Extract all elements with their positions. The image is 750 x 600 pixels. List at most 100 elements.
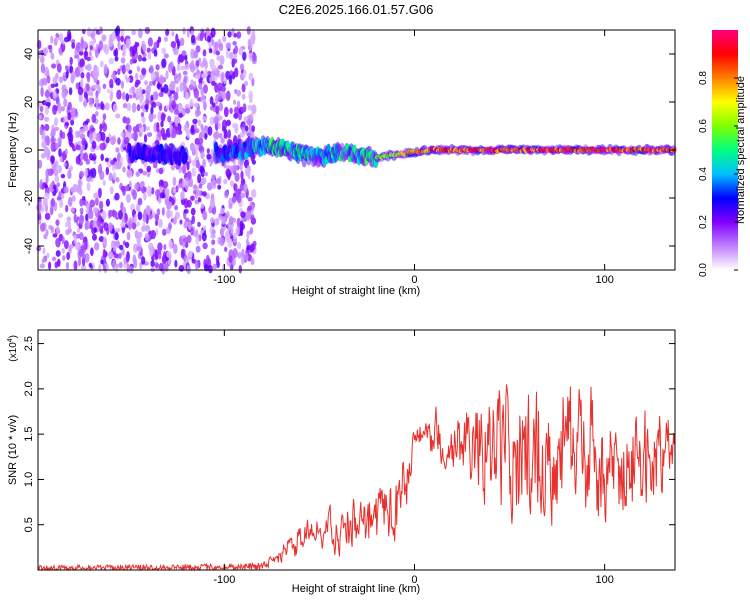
heatmap-cell xyxy=(69,142,75,148)
heatmap-cell xyxy=(171,128,177,139)
heatmap-cell xyxy=(223,106,229,118)
heatmap-cell xyxy=(43,47,49,55)
heatmap-cell xyxy=(251,53,257,62)
heatmap-cell xyxy=(202,210,208,221)
spectrogram-ticks: -100 0 100 -40 -20 0 20 40 xyxy=(23,30,675,286)
heatmap-cell xyxy=(237,241,242,250)
heatmap-cell xyxy=(182,237,189,243)
heatmap-cell xyxy=(84,252,90,263)
heatmap-cell xyxy=(218,102,224,112)
heatmap-cell xyxy=(46,75,51,84)
heatmap-cell xyxy=(42,197,48,208)
heatmap-cell xyxy=(197,197,202,203)
heatmap-cell xyxy=(70,119,75,126)
heatmap-cell xyxy=(79,128,85,134)
heatmap-cell xyxy=(128,180,132,188)
heatmap-cell xyxy=(184,107,191,114)
heatmap-cell xyxy=(225,48,231,59)
heatmap-cell xyxy=(219,55,225,66)
heatmap-cell xyxy=(232,41,237,46)
heatmap-cell xyxy=(133,213,137,224)
heatmap-cell xyxy=(181,248,186,257)
heatmap-cell xyxy=(64,160,69,170)
heatmap-cell xyxy=(201,232,207,242)
heatmap-cell xyxy=(168,99,173,110)
heatmap-cell xyxy=(50,35,54,44)
heatmap-cell xyxy=(228,216,234,225)
heatmap-cell xyxy=(151,101,157,108)
heatmap-cell xyxy=(234,45,238,54)
heatmap-cell xyxy=(232,248,238,258)
heatmap-cell xyxy=(39,223,46,232)
heatmap-cell xyxy=(54,117,58,127)
heatmap-cell xyxy=(222,35,227,43)
heatmap-cell xyxy=(125,77,131,83)
heatmap-cell xyxy=(236,89,242,97)
heatmap-cell xyxy=(50,155,55,165)
heatmap-cell xyxy=(83,124,89,132)
heatmap-cell xyxy=(125,117,131,125)
heatmap-cell xyxy=(77,86,84,96)
heatmap-cell xyxy=(200,151,205,160)
heatmap-cell xyxy=(241,123,246,128)
heatmap-cell xyxy=(88,209,94,220)
x-tick-label: 100 xyxy=(595,574,613,586)
heatmap-cell xyxy=(233,183,237,192)
colorbar-gradient xyxy=(712,30,738,270)
heatmap-cell xyxy=(186,220,192,228)
heatmap-cell xyxy=(102,180,106,186)
heatmap-cell xyxy=(141,186,147,194)
heatmap-cell xyxy=(55,219,60,226)
heatmap-cell xyxy=(127,124,132,133)
heatmap-cell xyxy=(41,184,45,190)
heatmap-cell xyxy=(134,82,139,88)
heatmap-cell xyxy=(216,178,222,185)
heatmap-cell xyxy=(158,74,165,85)
heatmap-cell xyxy=(233,52,238,59)
heatmap-cell xyxy=(183,75,188,83)
heatmap-cell xyxy=(70,107,76,118)
heatmap-cell xyxy=(134,182,140,191)
heatmap-cell xyxy=(61,247,65,254)
heatmap-cell xyxy=(228,74,233,85)
heatmap-cell xyxy=(77,178,82,187)
heatmap-cell xyxy=(128,88,133,94)
heatmap-cell xyxy=(247,205,253,212)
colorbar-ticks: 0.0 0.2 0.4 0.6 0.8 xyxy=(698,71,738,277)
heatmap-cell xyxy=(104,102,110,111)
y-tick-label: 1.5 xyxy=(23,427,35,442)
y-tick-label: -40 xyxy=(23,238,35,254)
heatmap-cell xyxy=(242,183,248,194)
heatmap-cell xyxy=(173,243,178,254)
heatmap-cell xyxy=(170,210,174,218)
heatmap-cell xyxy=(202,158,207,168)
heatmap-cell xyxy=(124,241,130,249)
heatmap-cell xyxy=(209,198,215,209)
heatmap-cell xyxy=(202,191,207,197)
heatmap-cell xyxy=(238,47,243,56)
snr-multiplier: (x104) xyxy=(7,335,19,362)
heatmap-cell xyxy=(65,229,70,236)
heatmap-cell xyxy=(53,37,58,46)
heatmap-cell xyxy=(174,48,179,56)
heatmap-cell xyxy=(175,86,180,94)
heatmap-cell xyxy=(80,36,84,47)
heatmap-cell xyxy=(91,113,97,123)
heatmap-cell xyxy=(92,220,97,230)
heatmap-cell xyxy=(217,122,221,129)
heatmap-cell xyxy=(108,57,114,65)
heatmap-cell xyxy=(235,123,239,133)
heatmap-cell xyxy=(125,193,131,203)
heatmap-cell xyxy=(112,103,118,112)
heatmap-cell xyxy=(131,222,137,230)
snr-series-line xyxy=(37,384,676,572)
y-tick-label: 40 xyxy=(23,48,35,60)
heatmap-cell xyxy=(55,33,59,38)
heatmap-cell xyxy=(58,47,62,55)
heatmap-cell xyxy=(83,50,88,61)
y-tick-label: 1.0 xyxy=(23,472,35,487)
heatmap-cell xyxy=(65,204,69,213)
heatmap-cell xyxy=(50,128,55,136)
heatmap-cell xyxy=(116,89,122,100)
heatmap-cell xyxy=(132,131,138,142)
